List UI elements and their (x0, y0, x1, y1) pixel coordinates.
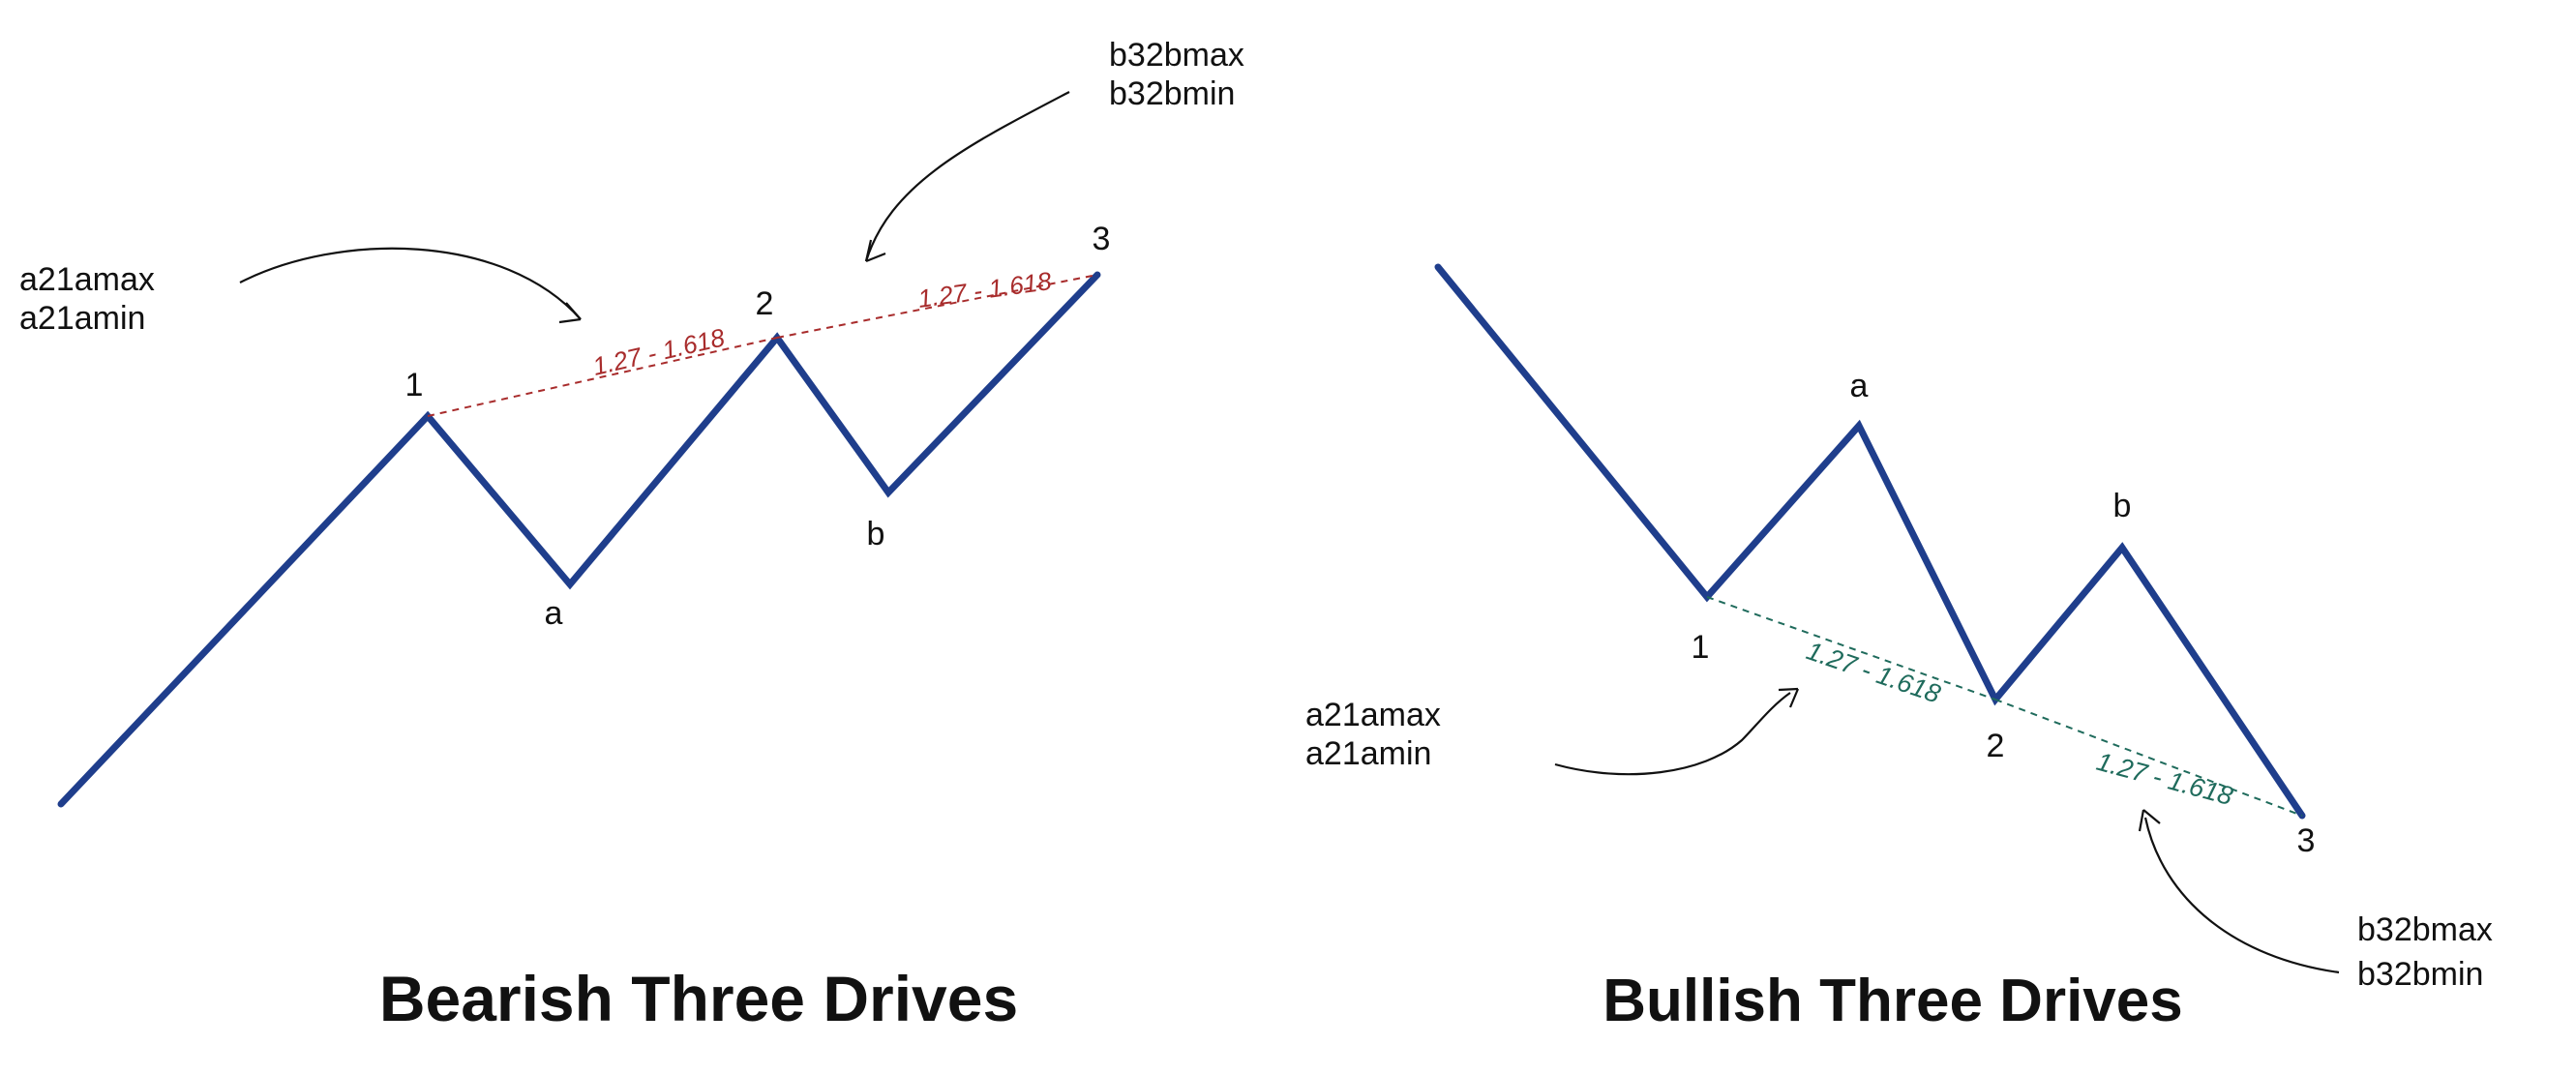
svg-text:b32bmax: b32bmax (1109, 37, 1244, 74)
svg-text:b: b (867, 516, 885, 552)
svg-text:a: a (1850, 368, 1869, 404)
svg-text:a: a (545, 595, 563, 632)
svg-text:2: 2 (1987, 728, 2005, 764)
svg-text:a21amax: a21amax (1305, 697, 1441, 733)
svg-text:b: b (2113, 488, 2132, 524)
svg-text:a21amax: a21amax (19, 261, 155, 298)
svg-text:1: 1 (1692, 629, 1710, 666)
svg-text:Bearish Three Drives: Bearish Three Drives (379, 963, 1018, 1034)
svg-text:b32bmax: b32bmax (2357, 911, 2493, 948)
svg-text:1: 1 (405, 367, 424, 403)
svg-text:Bullish Three Drives: Bullish Three Drives (1603, 968, 2183, 1034)
svg-text:3: 3 (2297, 822, 2316, 859)
svg-text:b32bmin: b32bmin (2357, 956, 2483, 993)
svg-text:3: 3 (1093, 221, 1111, 257)
svg-text:a21amin: a21amin (1305, 735, 1431, 772)
svg-text:b32bmin: b32bmin (1109, 75, 1235, 112)
svg-text:a21amin: a21amin (19, 300, 145, 337)
svg-text:2: 2 (756, 285, 774, 322)
